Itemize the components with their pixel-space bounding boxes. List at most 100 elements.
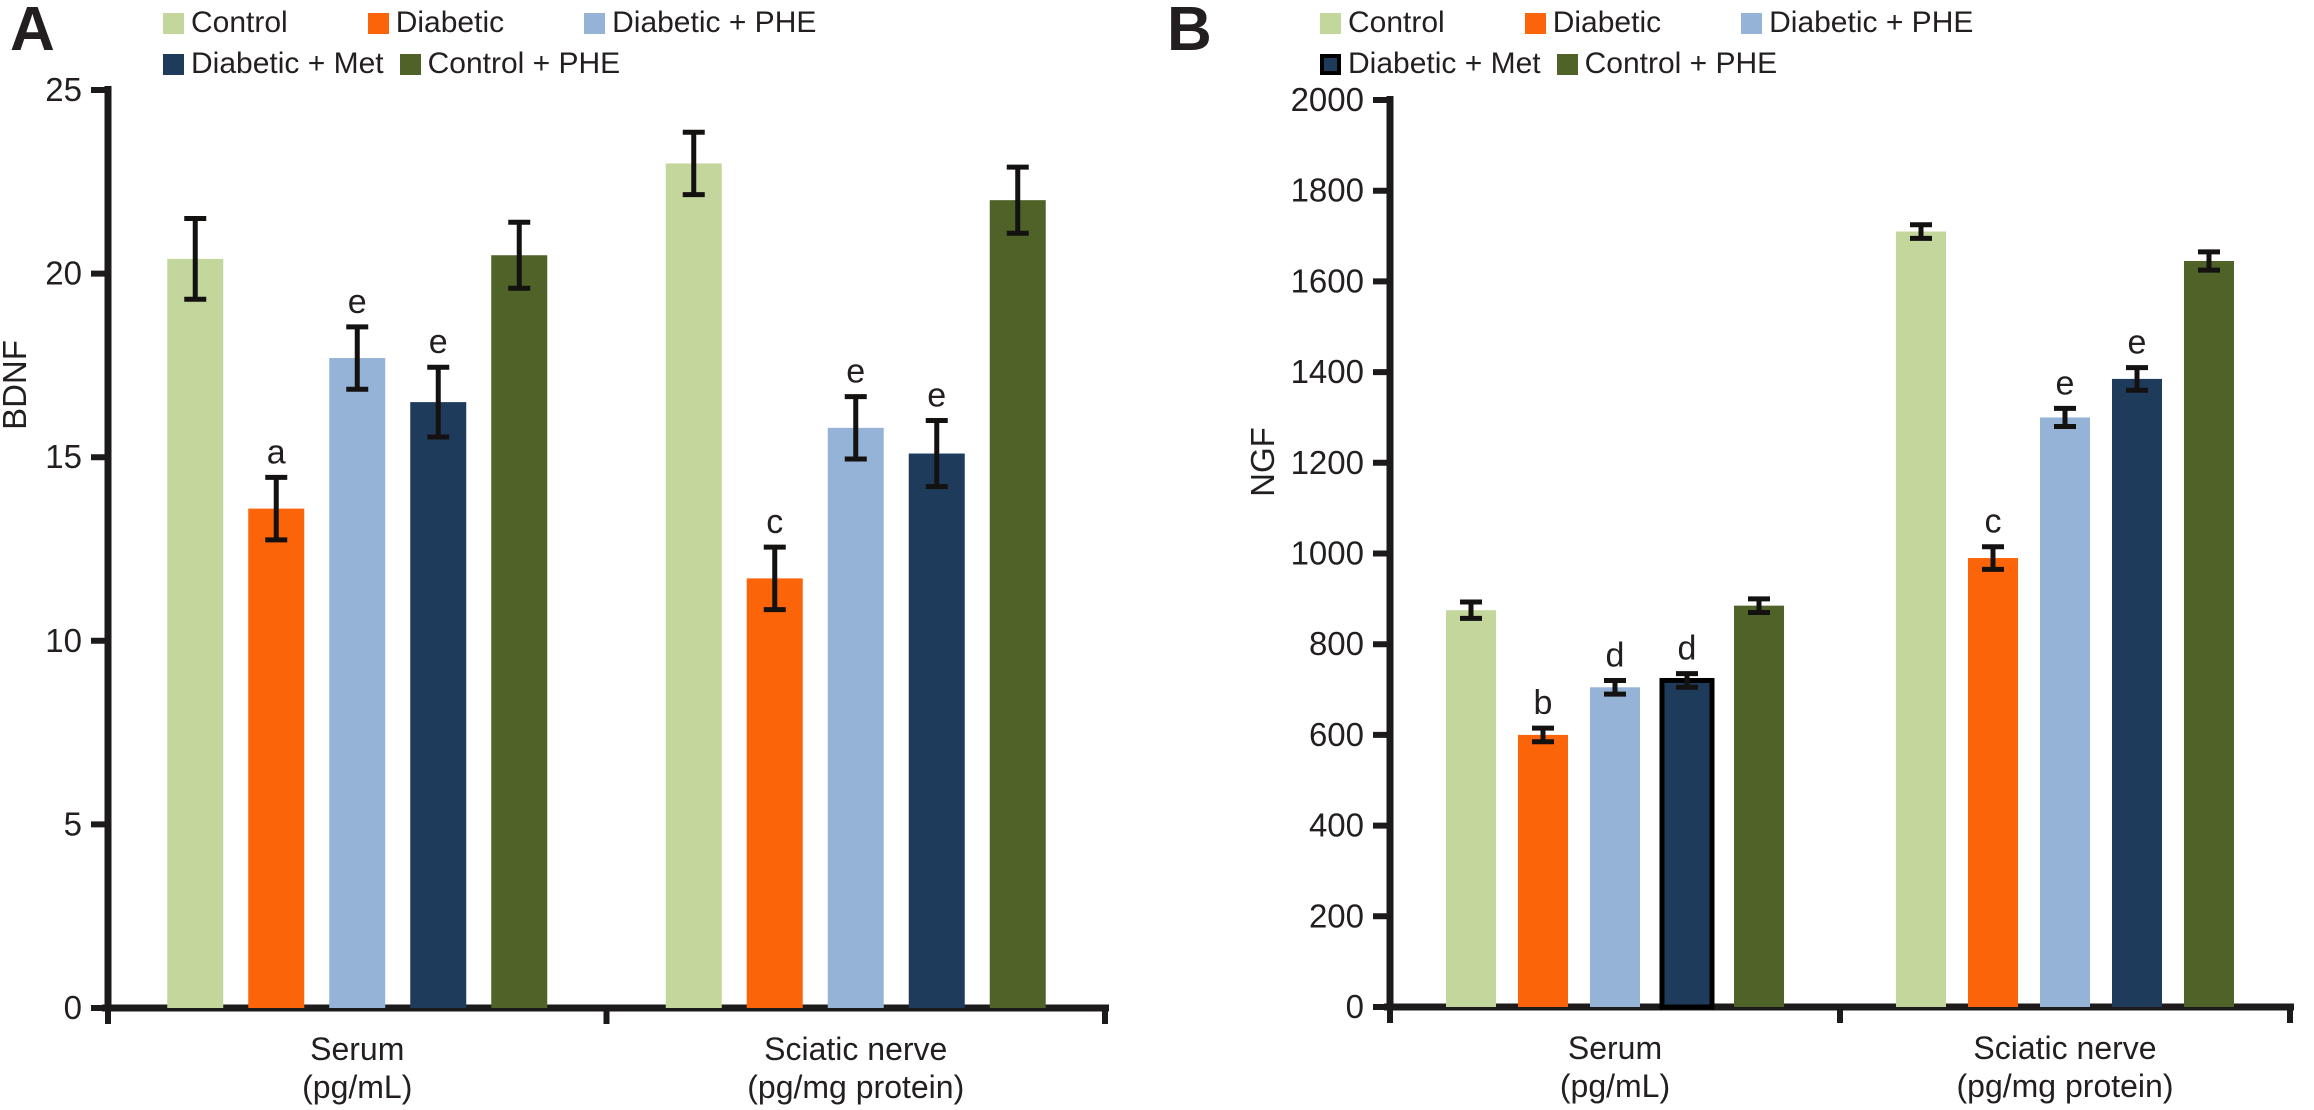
y-tick-label: 0 (64, 989, 82, 1026)
legend-item-diabetic: Diabetic (1524, 6, 1662, 40)
y-axis-title: NGF (1244, 427, 1281, 497)
legend-label-diabetic-phe: Diabetic + PHE (612, 6, 817, 39)
category-label: Sciatic nerve (764, 1031, 947, 1067)
panel-label-b: B (1167, 0, 1213, 64)
legend-label-diabetic: Diabetic (1552, 6, 1662, 39)
legend-row-1: Diabetic + Met Control + PHE (1320, 47, 2300, 81)
y-tick-label: 25 (45, 71, 82, 108)
legend-item-diabetic-met: Diabetic + Met (1320, 47, 1541, 81)
bar-control-phe-sciatic-nerve (989, 200, 1046, 1008)
legend-row-0: Control Diabetic Diabetic + PHE (163, 6, 1143, 40)
panel-a: A Control Diabetic Diabetic + PHE Diabetic … (0, 0, 1143, 1105)
chart-canvas-b: 0 200 400 600 800 1000 1200 1400 1600 1800 2000 NGF… (1244, 81, 2294, 1104)
bar-diabetic-met-sciatic-nerve (908, 453, 965, 1008)
sig-label-diabetic-serum: b (1534, 684, 1553, 722)
legend-item-diabetic-phe: Diabetic + PHE (1741, 6, 1973, 40)
bar-diabetic-serum (1518, 734, 1568, 1007)
y-tick-label: 1400 (1291, 353, 1364, 390)
y-tick-label: 800 (1309, 625, 1364, 662)
y-tick-label: 1800 (1291, 172, 1364, 209)
legend-label-control-phe: Control + PHE (427, 47, 621, 80)
legend-label-diabetic-met: Diabetic + Met (191, 47, 384, 80)
sig-label-diabetic-phe-serum: d (1606, 636, 1625, 674)
legend-swatch-control-icon (163, 12, 184, 34)
legend-row-1: Diabetic + Met Control + PHE (163, 47, 1143, 81)
panel-label-a: A (10, 0, 56, 64)
y-tick-label: 0 (1346, 988, 1364, 1025)
y-tick-label: 20 (45, 255, 82, 292)
legend-item-diabetic-met: Diabetic + Met (163, 47, 384, 81)
legend-label-diabetic-met: Diabetic + Met (1348, 47, 1541, 80)
legend-swatch-diabetic-icon (1524, 12, 1546, 34)
y-tick-label: 1000 (1291, 535, 1364, 572)
legend-item-control: Control (1320, 6, 1445, 40)
sig-label-diabetic-met-serum: e (429, 323, 448, 361)
legend-row-0: Control Diabetic Diabetic + PHE (1320, 6, 2300, 40)
legend-label-control: Control (1348, 6, 1445, 39)
bar-diabetic-serum (248, 508, 305, 1008)
sig-label-diabetic-met-serum: d (1678, 630, 1697, 668)
bar-diabetic-met-serum (410, 402, 467, 1008)
bar-diabetic-phe-serum (1590, 687, 1640, 1007)
bar-control-serum (167, 258, 224, 1008)
legend-swatch-control-icon (1320, 12, 1341, 34)
bar-diabetic-met-serum (1659, 677, 1715, 1010)
category-label: Serum (310, 1031, 404, 1067)
category-label: (pg/mL) (1560, 1068, 1670, 1104)
legend-label-control: Control (191, 6, 288, 39)
legend-swatch-control-phe-icon (399, 53, 421, 75)
y-tick-label: 2000 (1291, 81, 1364, 118)
category-label: Serum (1568, 1030, 1662, 1066)
bar-diabetic-phe-sciatic-nerve (2040, 417, 2090, 1007)
legend-item-diabetic: Diabetic (367, 6, 505, 40)
bar-control-phe-serum (491, 255, 548, 1009)
y-axis-title: BDNF (0, 340, 33, 430)
bar-control-serum (1446, 610, 1496, 1007)
sig-label-diabetic-sciatic-nerve: c (1985, 503, 2002, 541)
legend-swatch-diabetic-met-icon (163, 53, 184, 75)
category-label: (pg/mL) (302, 1069, 412, 1105)
y-tick-label: 10 (45, 622, 82, 659)
legend-swatch-diabetic-met-icon (1320, 53, 1341, 75)
y-tick-label: 5 (64, 805, 82, 842)
y-tick-label: 600 (1309, 716, 1364, 753)
y-tick-label: 400 (1309, 807, 1364, 844)
legend-b: Control Diabetic Diabetic + PHE Diabetic + … (1320, 6, 2300, 81)
y-tick-label: 1600 (1291, 262, 1364, 299)
y-tick-label: 15 (45, 438, 82, 475)
sig-label-diabetic-phe-serum: e (348, 283, 367, 321)
category-label: (pg/mg protein) (747, 1069, 964, 1105)
category-label: Sciatic nerve (1973, 1030, 2156, 1066)
legend-item-control: Control (163, 6, 288, 40)
sig-label-diabetic-met-sciatic-nerve: e (2128, 324, 2147, 362)
chart-canvas-a: 0 5 10 15 20 25 BDNF Serum(pg/mL) a e e Sciatic ner… (0, 71, 1109, 1105)
legend-label-diabetic: Diabetic (395, 6, 505, 39)
bar-control-sciatic-nerve (665, 163, 722, 1008)
sig-label-diabetic-phe-sciatic-nerve: e (2056, 364, 2075, 402)
y-tick-label: 1200 (1291, 444, 1364, 481)
legend-swatch-control-phe-icon (1556, 53, 1578, 75)
bar-control-phe-sciatic-nerve (2184, 260, 2234, 1007)
sig-label-diabetic-phe-sciatic-nerve: e (846, 353, 865, 391)
legend-item-control-phe: Control + PHE (1556, 47, 1778, 81)
bar-diabetic-sciatic-nerve (746, 578, 803, 1008)
legend-swatch-diabetic-icon (367, 12, 389, 34)
bar-diabetic-sciatic-nerve (1968, 558, 2018, 1007)
legend-item-diabetic-phe: Diabetic + PHE (584, 6, 816, 40)
legend-item-control-phe: Control + PHE (399, 47, 621, 81)
legend-label-diabetic-phe: Diabetic + PHE (1769, 6, 1974, 39)
sig-label-diabetic-sciatic-nerve: c (766, 503, 783, 541)
bar-control-sciatic-nerve (1896, 231, 1946, 1007)
legend-label-control-phe: Control + PHE (1584, 47, 1778, 80)
bar-control-phe-serum (1734, 605, 1784, 1007)
panel-b: B Control Diabetic Diabetic + PHE Diabetic … (1157, 0, 2314, 1110)
category-label: (pg/mg protein) (1957, 1068, 2174, 1104)
legend-swatch-diabetic-phe-icon (584, 12, 606, 34)
y-tick-label: 200 (1309, 897, 1364, 934)
bar-diabetic-met-sciatic-nerve (2112, 378, 2162, 1008)
bar-diabetic-phe-sciatic-nerve (827, 427, 884, 1009)
bar-diabetic-phe-serum (329, 358, 386, 1008)
legend-a: Control Diabetic Diabetic + PHE Diabetic + … (163, 6, 1143, 81)
sig-label-diabetic-met-sciatic-nerve: e (927, 376, 946, 414)
